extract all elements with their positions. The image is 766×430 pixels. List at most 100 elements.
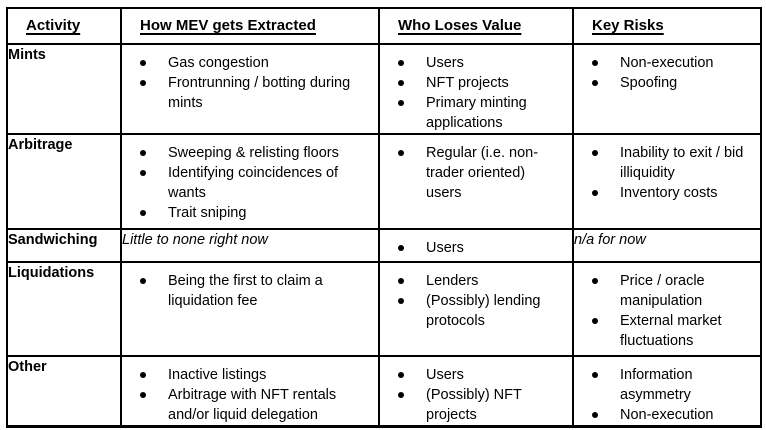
- bullet-text: Users: [426, 55, 464, 71]
- bullet-item: Spoofing: [575, 73, 752, 93]
- bullet-list: Sweeping & relisting floors Identifying …: [123, 143, 370, 223]
- bullet-item: Frontrunning / botting during mints: [123, 73, 370, 113]
- column-header-key-risks-label: Key Risks: [592, 17, 664, 34]
- bullet-icon: [398, 298, 404, 304]
- column-header-activity: Activity: [6, 7, 122, 45]
- bullet-icon: [140, 80, 146, 86]
- bullet-icon: [398, 245, 404, 251]
- cell-arbitrage-risks: Inability to exit / bid illiquidity Inve…: [572, 133, 762, 230]
- bullet-icon: [592, 412, 598, 418]
- cell-mints-who: Users NFT projects Primary minting appli…: [378, 43, 574, 135]
- bullet-text: Users: [426, 367, 464, 383]
- table-row-mints: Mints Gas congestion Frontrunning / bott…: [6, 43, 762, 135]
- bullet-list: Gas congestion Frontrunning / botting du…: [123, 53, 370, 113]
- bullet-icon: [398, 100, 404, 106]
- bullet-icon: [398, 60, 404, 66]
- column-header-how-mev-extracted-label: How MEV gets Extracted: [140, 17, 316, 34]
- bullet-icon: [140, 372, 146, 378]
- bullet-icon: [592, 80, 598, 86]
- cell-sandwiching-how-note: Little to none right now: [120, 228, 380, 263]
- bullet-text: Arbitrage with NFT rentals and/or liquid…: [168, 387, 337, 423]
- bullet-text: Users: [426, 240, 464, 256]
- cell-liquidations-risks: Price / oracle manipulation External mar…: [572, 261, 762, 357]
- bullet-text: Trait sniping: [168, 205, 247, 221]
- bullet-icon: [592, 318, 598, 324]
- bullet-text: Lenders: [426, 273, 479, 289]
- bullet-item: Trait sniping: [123, 203, 370, 223]
- bullet-list: Price / oracle manipulation External mar…: [575, 271, 752, 351]
- bullet-list: Users: [381, 238, 564, 258]
- table-row-sandwiching: Sandwiching Little to none right now Use…: [6, 228, 762, 263]
- bullet-icon: [398, 392, 404, 398]
- bullet-list: Information asymmetry Non-execution: [575, 365, 752, 425]
- bullet-text: NFT projects: [426, 75, 509, 91]
- column-header-activity-label: Activity: [26, 17, 81, 34]
- bullet-icon: [592, 372, 598, 378]
- cell-other-risks: Information asymmetry Non-execution: [572, 355, 762, 428]
- row-label-mints: Mints: [6, 43, 122, 135]
- bullet-text: Spoofing: [620, 75, 678, 91]
- cell-arbitrage-how: Sweeping & relisting floors Identifying …: [120, 133, 380, 230]
- bullet-item: Sweeping & relisting floors: [123, 143, 370, 163]
- bullet-text: Information asymmetry: [620, 367, 693, 403]
- bullet-text: Sweeping & relisting floors: [168, 145, 339, 161]
- bullet-item: NFT projects: [381, 73, 564, 93]
- cell-liquidations-how: Being the first to claim a liquidation f…: [120, 261, 380, 357]
- cell-sandwiching-risks-note: n/a for now: [572, 228, 762, 263]
- bullet-list: Lenders (Possibly) lending protocols: [381, 271, 564, 331]
- bullet-icon: [140, 278, 146, 284]
- table-row-liquidations: Liquidations Being the first to claim a …: [6, 261, 762, 357]
- bullet-list: Users NFT projects Primary minting appli…: [381, 53, 564, 132]
- bullet-item: Inactive listings: [123, 365, 370, 385]
- bullet-text: External market fluctuations: [620, 313, 722, 349]
- mev-activity-table: Activity How MEV gets Extracted Who Lose…: [6, 7, 762, 428]
- bullet-list: Users (Possibly) NFT projects: [381, 365, 564, 425]
- cell-arbitrage-who: Regular (i.e. non-trader oriented) users: [378, 133, 574, 230]
- bullet-item: Non-execution: [575, 405, 752, 425]
- header-row: Activity How MEV gets Extracted Who Lose…: [6, 7, 762, 45]
- bullet-item: Identifying coincidences of wants: [123, 163, 370, 203]
- bullet-text: Inventory costs: [620, 185, 718, 201]
- bullet-text: Non-execution: [620, 407, 714, 423]
- bullet-item: Non-execution: [575, 53, 752, 73]
- row-label-liquidations: Liquidations: [6, 261, 122, 357]
- bullet-item: Inability to exit / bid illiquidity: [575, 143, 752, 183]
- cell-other-who: Users (Possibly) NFT projects: [378, 355, 574, 428]
- table-row-arbitrage: Arbitrage Sweeping & relisting floors Id…: [6, 133, 762, 230]
- bullet-item: Users: [381, 53, 564, 73]
- bullet-text: Regular (i.e. non-trader oriented) users: [426, 145, 539, 201]
- bullet-item: Inventory costs: [575, 183, 752, 203]
- bullet-text: Frontrunning / botting during mints: [168, 75, 351, 111]
- bullet-item: Price / oracle manipulation: [575, 271, 752, 311]
- bullet-item: Users: [381, 238, 564, 258]
- bullet-list: Inability to exit / bid illiquidity Inve…: [575, 143, 752, 203]
- bullet-text: Identifying coincidences of wants: [168, 165, 339, 201]
- bullet-icon: [398, 278, 404, 284]
- bullet-text: Gas congestion: [168, 55, 269, 71]
- bullet-icon: [398, 150, 404, 156]
- bullet-item: Users: [381, 365, 564, 385]
- row-label-arbitrage: Arbitrage: [6, 133, 122, 230]
- cell-sandwiching-who: Users: [378, 228, 574, 263]
- column-header-who-loses-value-label: Who Loses Value: [398, 17, 522, 34]
- bullet-item: Lenders: [381, 271, 564, 291]
- bullet-list: Non-execution Spoofing: [575, 53, 752, 93]
- bullet-icon: [592, 150, 598, 156]
- bullet-text: Inactive listings: [168, 367, 267, 383]
- cell-mints-risks: Non-execution Spoofing: [572, 43, 762, 135]
- bullet-text: Primary minting applications: [426, 95, 527, 131]
- bullet-icon: [140, 60, 146, 66]
- row-label-sandwiching: Sandwiching: [6, 228, 122, 263]
- bullet-item: Being the first to claim a liquidation f…: [123, 271, 370, 311]
- bullet-icon: [592, 190, 598, 196]
- bullet-list: Inactive listings Arbitrage with NFT ren…: [123, 365, 370, 425]
- row-label-other: Other: [6, 355, 122, 428]
- bullet-text: Being the first to claim a liquidation f…: [168, 273, 323, 309]
- cell-other-how: Inactive listings Arbitrage with NFT ren…: [120, 355, 380, 428]
- bullet-item: External market fluctuations: [575, 311, 752, 351]
- bullet-icon: [140, 210, 146, 216]
- cell-liquidations-who: Lenders (Possibly) lending protocols: [378, 261, 574, 357]
- bullet-icon: [592, 278, 598, 284]
- bullet-item: (Possibly) lending protocols: [381, 291, 564, 331]
- bullet-list: Being the first to claim a liquidation f…: [123, 271, 370, 311]
